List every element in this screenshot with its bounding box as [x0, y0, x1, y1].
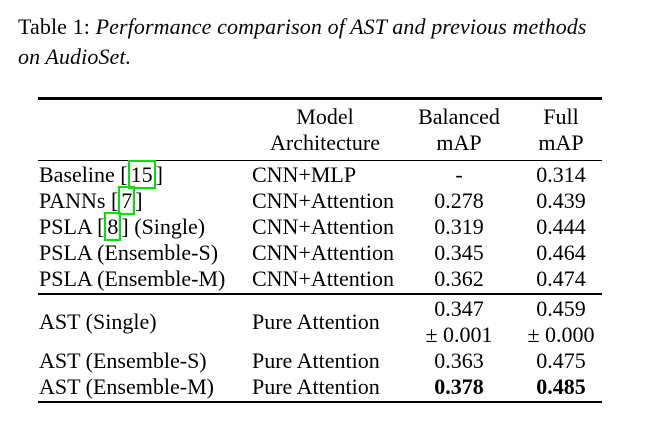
- table-row-psla-ensemble-m: PSLA (Ensemble-M) CNN+Attention 0.362 0.…: [38, 266, 602, 292]
- method-cell: PANNs [7]: [39, 186, 143, 216]
- table-row-ast-ensemble-m: AST (Ensemble-M) Pure Attention 0.378 0.…: [38, 374, 602, 400]
- method-cell: AST (Single): [39, 308, 157, 334]
- performance-table: Model Architecture Balanced mAP Full mAP…: [38, 97, 602, 404]
- table-row-panns: PANNs [7] CNN+Attention 0.278 0.439: [38, 186, 602, 216]
- table-header-row: Model Architecture Balanced mAP Full mAP: [38, 100, 602, 160]
- table-caption: Table 1: Performance comparison of AST a…: [18, 12, 642, 72]
- balanced-map-cell: 0.345: [434, 240, 484, 266]
- full-map-cell: 0.485: [536, 373, 586, 399]
- table-row-psla-single: PSLA [8] (Single) CNN+Attention 0.319 0.…: [38, 212, 602, 242]
- full-map-cell: 0.464: [536, 240, 586, 266]
- method-cell: Baseline [15]: [39, 160, 163, 190]
- architecture-cell: CNN+Attention: [252, 214, 394, 240]
- architecture-cell: CNN+Attention: [252, 188, 394, 214]
- table-row-ast-ensemble-s: AST (Ensemble-S) Pure Attention 0.363 0.…: [38, 348, 602, 374]
- column-header-balanced-map: Balanced mAP: [418, 103, 500, 155]
- table-bottom-rule: [38, 400, 602, 404]
- full-map-cell: 0.459 ± 0.000: [527, 295, 595, 347]
- column-header-model-architecture: Model Architecture: [270, 103, 380, 155]
- architecture-cell: CNN+MLP: [252, 162, 357, 188]
- balanced-map-cell: 0.319: [434, 214, 484, 240]
- caption-label: Table 1:: [18, 14, 96, 39]
- citation-link[interactable]: 8: [104, 212, 122, 242]
- balanced-map-cell: 0.362: [434, 266, 484, 292]
- full-map-cell: 0.439: [536, 188, 586, 214]
- balanced-map-cell: 0.363: [434, 347, 484, 373]
- full-map-cell: 0.474: [536, 266, 586, 292]
- full-map-cell: 0.314: [536, 162, 586, 188]
- citation-link[interactable]: 7: [118, 186, 136, 216]
- architecture-cell: Pure Attention: [252, 347, 380, 373]
- method-cell: AST (Ensemble-M): [39, 373, 214, 399]
- method-cell: AST (Ensemble-S): [39, 347, 207, 373]
- architecture-cell: CNN+Attention: [252, 266, 394, 292]
- table-row-ast-single: AST (Single) Pure Attention 0.347 ± 0.00…: [38, 296, 602, 348]
- previous-methods-section: Baseline [15] CNN+MLP - 0.314 PANNs [7] …: [38, 160, 602, 293]
- table-mid-rule: [38, 293, 602, 295]
- balanced-map-cell: 0.347 ± 0.001: [425, 295, 493, 347]
- table-row-psla-ensemble-s: PSLA (Ensemble-S) CNN+Attention 0.345 0.…: [38, 240, 602, 266]
- architecture-cell: CNN+Attention: [252, 240, 394, 266]
- balanced-map-cell: 0.278: [434, 188, 484, 214]
- architecture-cell: Pure Attention: [252, 308, 380, 334]
- architecture-cell: Pure Attention: [252, 373, 380, 399]
- table-top-rule: [38, 97, 602, 100]
- balanced-map-cell: -: [455, 162, 463, 188]
- caption-text-line1: Performance comparison of AST and previo…: [95, 14, 587, 39]
- citation-link[interactable]: 15: [127, 160, 156, 190]
- column-header-full-map: Full mAP: [538, 103, 584, 155]
- full-map-cell: 0.475: [536, 347, 586, 373]
- balanced-map-cell: 0.378: [434, 373, 484, 399]
- method-cell: PSLA [8] (Single): [39, 212, 206, 242]
- method-cell: PSLA (Ensemble-M): [39, 266, 226, 292]
- column-header-method: [38, 104, 252, 156]
- method-cell: PSLA (Ensemble-S): [39, 240, 219, 266]
- caption-text-line2: on AudioSet.: [18, 44, 132, 69]
- table-row-baseline: Baseline [15] CNN+MLP - 0.314: [38, 160, 602, 190]
- ast-section: AST (Single) Pure Attention 0.347 ± 0.00…: [38, 295, 602, 401]
- table-header-rule: [38, 159, 602, 162]
- full-map-cell: 0.444: [536, 214, 586, 240]
